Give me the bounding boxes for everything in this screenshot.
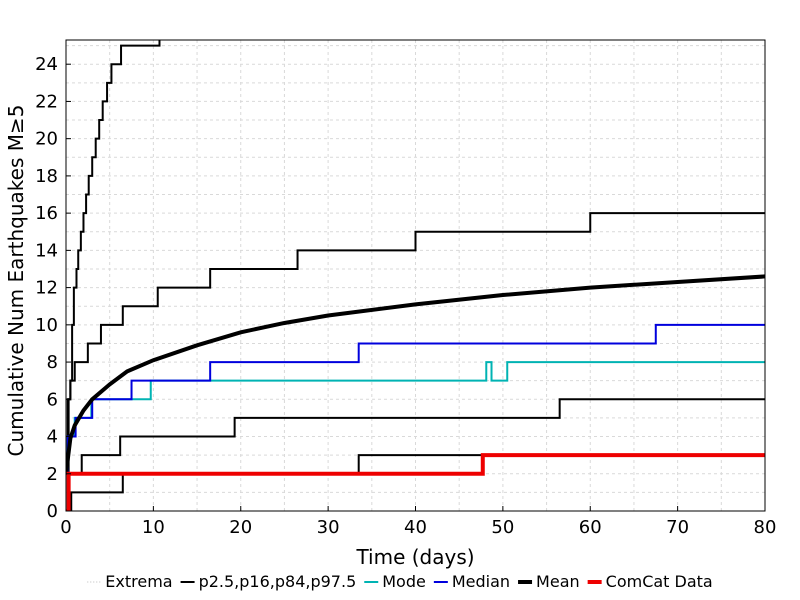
series-line-p16 — [66, 398, 765, 475]
x-tick-label: 60 — [579, 517, 602, 538]
legend-item: p2.5,p16,p84,p97.5 — [180, 572, 357, 591]
legend-item: Mean — [518, 572, 580, 591]
x-tick-label: 70 — [666, 517, 689, 538]
x-tick-label: 10 — [142, 517, 165, 538]
y-tick-label: 6 — [47, 389, 58, 410]
x-tick-label: 30 — [317, 517, 340, 538]
y-tick-label: 12 — [35, 278, 58, 299]
series-line-mean — [66, 274, 765, 475]
y-tick-label: 18 — [35, 166, 58, 187]
legend-label: Mode — [382, 572, 426, 591]
x-tick-label: 50 — [491, 517, 514, 538]
legend: Extrema p2.5,p16,p84,p97.5 Mode Median Mean C… — [87, 572, 713, 591]
series-line-p97-5 — [66, 40, 161, 475]
legend-label: Mean — [536, 572, 580, 591]
y-tick-label: 4 — [47, 427, 58, 448]
series-line-comcat — [66, 453, 765, 511]
y-tick-label: 24 — [35, 54, 58, 75]
legend-item: Extrema — [87, 572, 173, 591]
legend-item: Median — [433, 572, 510, 591]
legend-item: Mode — [364, 572, 426, 591]
x-tick-label: 80 — [754, 517, 777, 538]
series-layer — [66, 40, 765, 511]
series-line-p84 — [66, 212, 765, 475]
y-tick-label: 16 — [35, 203, 58, 224]
x-tick-label: 40 — [404, 517, 427, 538]
x-tick-label: 0 — [60, 517, 71, 538]
legend-label: Median — [452, 572, 510, 591]
y-axis-title: Cumulative Num Earthquakes M≥5 — [4, 105, 28, 457]
y-tick-label: 20 — [35, 129, 58, 150]
y-tick-label: 22 — [35, 91, 58, 112]
y-tick-label: 14 — [35, 240, 58, 261]
x-ticks: 0 10 20 30 40 50 60 70 80 — [60, 506, 776, 538]
series-line-p2-5 — [66, 454, 765, 511]
y-tick-label: 10 — [35, 315, 58, 336]
x-axis-title: Time (days) — [355, 545, 474, 569]
legend-label: ComCat Data — [606, 572, 713, 591]
x-tick-label: 20 — [229, 517, 252, 538]
legend-item: ComCat Data — [587, 572, 713, 591]
y-tick-label: 8 — [47, 352, 58, 373]
legend-label: Extrema — [105, 572, 172, 591]
y-tick-label: 2 — [47, 464, 58, 485]
y-tick-label: 0 — [47, 501, 58, 522]
legend-label: p2.5,p16,p84,p97.5 — [199, 572, 357, 591]
